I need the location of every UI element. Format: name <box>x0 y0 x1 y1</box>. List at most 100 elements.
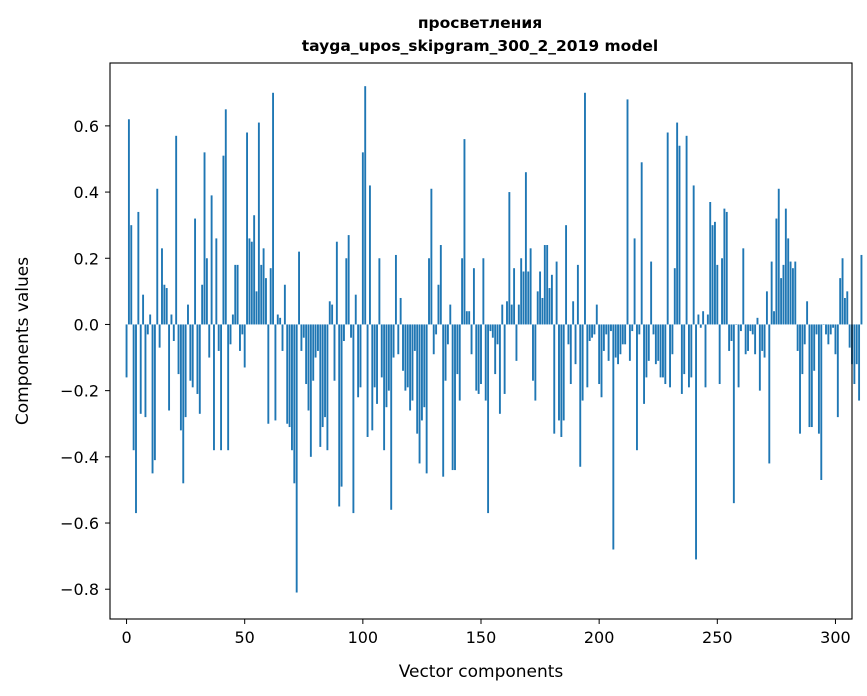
bar <box>246 132 248 325</box>
bar <box>253 215 256 325</box>
bar <box>768 324 771 464</box>
bar <box>227 324 230 451</box>
bar <box>536 291 539 325</box>
bar <box>144 324 147 418</box>
bar <box>454 324 456 471</box>
bar <box>550 274 553 325</box>
bar <box>827 324 830 345</box>
bar <box>317 324 319 351</box>
bar <box>676 122 679 325</box>
bar <box>276 314 279 325</box>
bar <box>782 264 785 325</box>
bar <box>517 304 520 325</box>
bar <box>430 188 433 325</box>
bar <box>574 324 577 365</box>
bar <box>484 324 487 401</box>
bar <box>161 248 163 325</box>
bar <box>652 324 655 335</box>
bar <box>142 294 145 325</box>
bar <box>775 218 778 325</box>
bar <box>832 324 835 328</box>
bar <box>848 324 851 348</box>
bar <box>747 324 749 351</box>
bar <box>385 324 388 408</box>
bar <box>796 324 799 351</box>
bar <box>241 324 244 335</box>
bar <box>458 324 461 401</box>
bar <box>494 324 497 375</box>
bar <box>799 324 801 434</box>
bar <box>546 245 549 325</box>
bar <box>813 324 816 371</box>
y-tick-label: 0.0 <box>74 315 99 334</box>
bar <box>843 297 846 325</box>
bar <box>534 324 537 401</box>
bar <box>203 152 206 325</box>
bar <box>739 324 742 332</box>
bar <box>262 248 265 325</box>
bar <box>361 152 364 325</box>
bar <box>761 324 764 351</box>
bar <box>732 324 735 504</box>
bar <box>475 324 478 391</box>
bar <box>624 324 627 345</box>
bar <box>709 202 712 325</box>
bar <box>189 324 192 381</box>
bar <box>480 324 482 385</box>
bar <box>602 324 605 351</box>
bar <box>555 261 558 325</box>
bar <box>503 324 506 394</box>
bar <box>390 324 393 510</box>
bar <box>283 284 286 325</box>
bar <box>380 324 383 378</box>
bar <box>591 324 594 338</box>
bar <box>716 264 719 325</box>
bar <box>501 304 504 325</box>
bar <box>248 238 251 325</box>
bar <box>711 225 714 325</box>
bar <box>378 258 381 325</box>
x-axis: 0 50 100 150 200 250 300 <box>121 619 851 647</box>
bar <box>420 324 423 421</box>
bar <box>156 188 159 325</box>
bar <box>172 324 175 341</box>
bar <box>498 324 501 414</box>
bar <box>584 92 586 325</box>
bar <box>841 258 844 325</box>
bar <box>357 324 360 398</box>
bar <box>659 324 662 378</box>
bar <box>146 324 149 335</box>
bar <box>588 324 591 341</box>
bar <box>423 324 426 408</box>
bar <box>527 271 530 325</box>
bar <box>265 278 267 325</box>
bar <box>749 324 752 332</box>
bar <box>513 268 516 325</box>
bar <box>213 324 215 451</box>
bar <box>572 301 575 325</box>
bar <box>255 291 258 325</box>
bar <box>560 324 563 437</box>
bar <box>794 261 797 325</box>
x-tick-label: 100 <box>348 628 379 647</box>
bar <box>756 317 759 325</box>
bar-series <box>125 86 863 593</box>
bar <box>416 324 419 434</box>
bar <box>347 235 350 325</box>
bar <box>359 324 362 388</box>
bar <box>435 324 438 335</box>
bar <box>758 324 761 391</box>
bar <box>239 324 241 351</box>
bar <box>210 195 213 325</box>
bar <box>418 324 421 464</box>
bar <box>402 324 404 371</box>
bar <box>446 324 449 345</box>
bar <box>477 324 480 394</box>
bar <box>293 324 296 484</box>
bar <box>636 324 638 451</box>
bar <box>569 324 572 385</box>
bar <box>728 324 731 351</box>
bar <box>170 314 173 325</box>
bar <box>331 304 334 325</box>
bar <box>714 221 716 325</box>
